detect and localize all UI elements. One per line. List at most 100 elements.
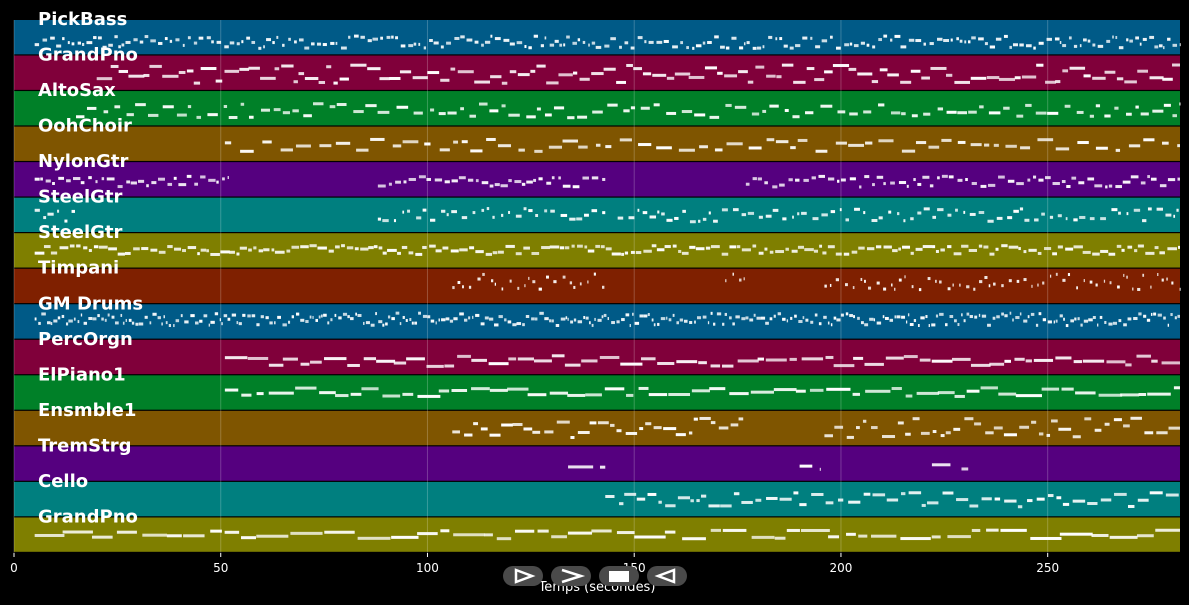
note [704,66,718,70]
note [773,314,776,318]
note [187,105,192,109]
note [592,110,603,114]
note [772,185,778,189]
note [701,494,707,498]
note [121,43,125,47]
note [342,312,348,316]
note [52,182,55,185]
note [1065,324,1069,328]
note [488,362,509,366]
note [110,64,119,68]
note [599,355,620,359]
note [253,246,257,250]
note [47,212,54,216]
note [276,35,279,39]
note [946,73,953,77]
note [927,501,939,505]
note [537,529,549,533]
note [471,387,490,391]
note [978,313,981,317]
note [379,77,390,81]
note [559,246,565,250]
note [1121,248,1125,252]
note [621,252,625,256]
note [1083,279,1085,283]
note [164,37,168,41]
note [987,219,994,223]
note [531,251,540,255]
note [810,36,813,40]
note [1033,175,1037,179]
note [915,247,923,251]
note [959,283,961,287]
note [961,244,969,248]
note [1023,319,1028,323]
note [183,534,205,538]
note [1154,246,1159,250]
note [1156,207,1163,211]
note [1150,177,1157,181]
note [869,317,874,321]
note [758,251,764,255]
next-button[interactable] [551,566,591,586]
note [1144,431,1154,435]
note [330,318,333,322]
note [412,76,428,80]
note [71,42,75,46]
note [1126,38,1129,42]
rewind-button[interactable] [647,566,687,586]
note [1115,35,1118,39]
note [440,78,450,82]
note [467,178,474,182]
note [341,244,345,248]
note [47,321,51,325]
note [897,212,900,216]
note [689,220,696,224]
note [741,213,747,217]
note [1108,322,1113,326]
note [951,357,971,361]
note [348,35,351,39]
note [686,46,689,50]
note [663,427,677,431]
note [92,535,113,539]
note [402,140,419,144]
note [888,210,892,214]
note [288,320,291,324]
note [440,529,450,533]
note [399,322,402,326]
note [1020,146,1031,150]
note [908,491,922,495]
note [303,114,312,118]
note [610,423,615,427]
note [551,354,565,358]
note [507,320,512,324]
note [878,103,885,107]
note [271,248,275,252]
note [948,175,954,179]
note [1016,279,1020,283]
note [247,314,251,318]
note [186,174,192,178]
note [917,182,922,186]
note [210,320,215,324]
note [910,217,914,221]
note [898,247,901,251]
stop-button[interactable] [599,566,639,586]
note [528,276,530,280]
note [839,208,842,212]
note [144,315,148,319]
note [1167,247,1177,251]
play-button[interactable] [503,566,543,586]
note [860,321,864,325]
note [538,177,543,181]
note [386,35,391,39]
note [713,219,718,223]
note [1001,244,1008,248]
note [657,322,660,326]
note [906,184,909,188]
note [509,42,515,46]
note [1073,360,1082,364]
note [968,40,971,44]
note [987,183,996,187]
